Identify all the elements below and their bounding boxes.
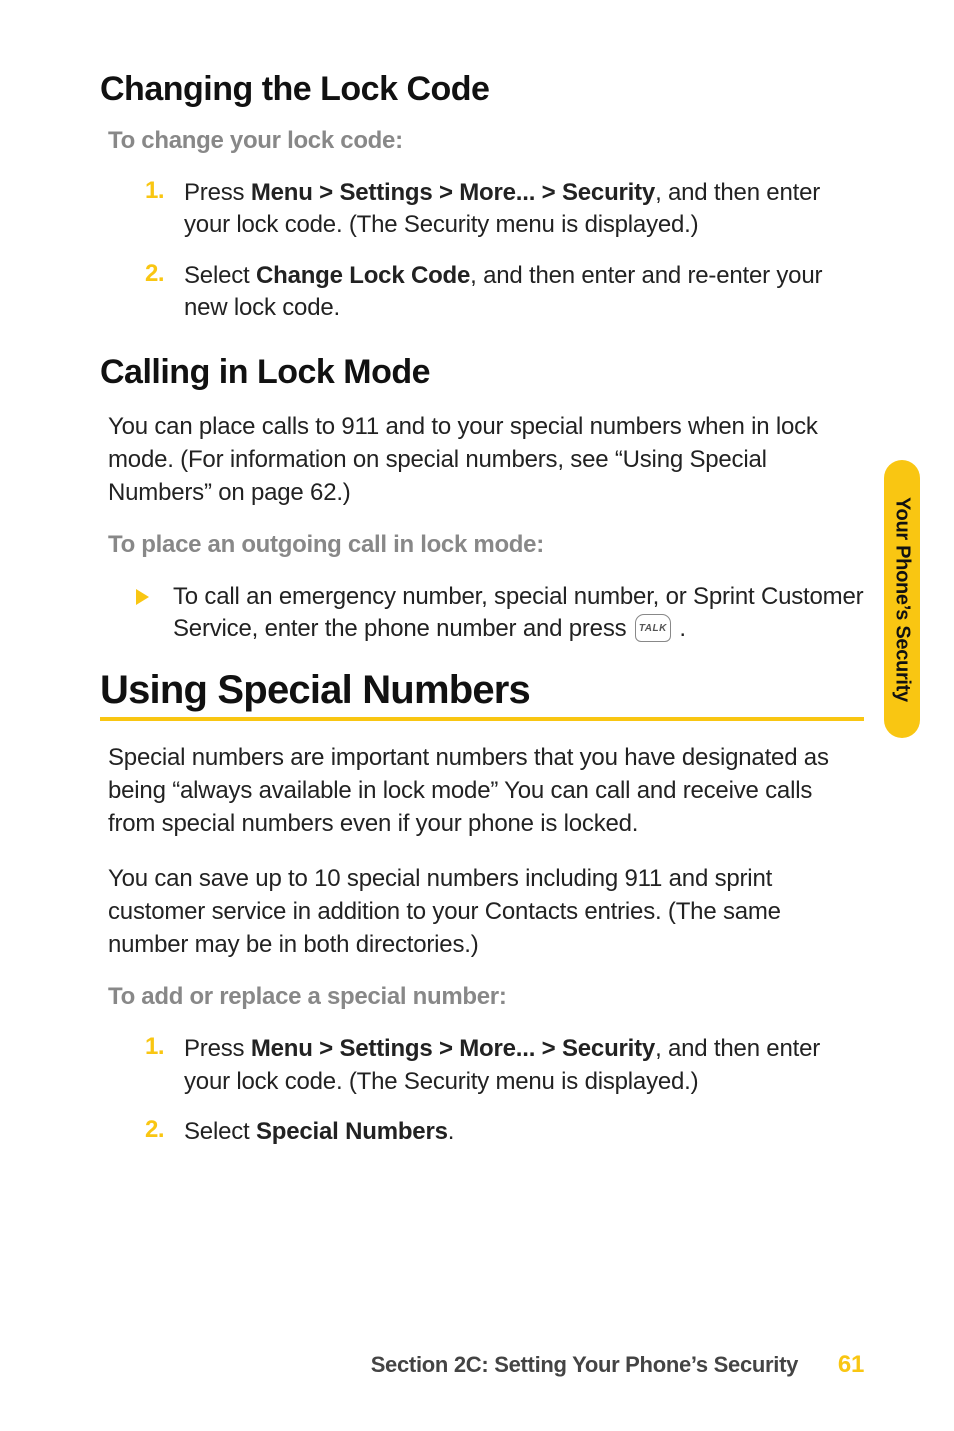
steps-change-lock-code: 1. Press Menu > Settings > More... > Sec… xyxy=(100,177,864,325)
text-run: Select xyxy=(184,262,256,289)
text-run: Select xyxy=(184,1118,256,1145)
step-number: 1. xyxy=(130,177,164,205)
paragraph-lock-mode-intro: You can place calls to 911 and to your s… xyxy=(108,410,864,509)
footer-section-label: Section 2C: Setting Your Phone’s Securit… xyxy=(371,1352,798,1377)
subhead-place-call-lock-mode: To place an outgoing call in lock mode: xyxy=(108,531,864,559)
text-run: Press xyxy=(184,179,251,206)
step-item: 2. Select Special Numbers. xyxy=(130,1116,864,1148)
text-run: . xyxy=(448,1118,454,1145)
heading-calling-lock-mode: Calling in Lock Mode xyxy=(100,353,864,392)
subhead-change-lock-code: To change your lock code: xyxy=(108,127,864,155)
paragraph-special-2: You can save up to 10 special numbers in… xyxy=(108,862,864,961)
step-number: 2. xyxy=(130,1116,164,1144)
menu-item-text: Change Lock Code xyxy=(256,262,470,289)
talk-key-icon: TALK xyxy=(635,614,671,642)
page-number: 61 xyxy=(838,1351,864,1378)
heading-changing-lock-code: Changing the Lock Code xyxy=(100,70,864,109)
steps-special-numbers: 1. Press Menu > Settings > More... > Sec… xyxy=(100,1033,864,1148)
step-text: Select Change Lock Code, and then enter … xyxy=(184,260,864,325)
manual-page: Changing the Lock Code To change your lo… xyxy=(0,0,954,1431)
heading-using-special-numbers: Using Special Numbers xyxy=(100,668,864,713)
menu-item-text: Special Numbers xyxy=(256,1118,448,1145)
step-number: 2. xyxy=(130,260,164,288)
heading-underline-rule xyxy=(100,717,864,721)
text-run: To call an emergency number, special num… xyxy=(173,583,863,642)
text-run: Press xyxy=(184,1035,251,1062)
step-text: Press Menu > Settings > More... > Securi… xyxy=(184,1033,864,1098)
step-item: 1. Press Menu > Settings > More... > Sec… xyxy=(130,1033,864,1098)
step-number: 1. xyxy=(130,1033,164,1061)
page-footer: Section 2C: Setting Your Phone’s Securit… xyxy=(371,1351,864,1379)
bullet-text: To call an emergency number, special num… xyxy=(173,581,864,646)
side-tab-label: Your Phone’s Security xyxy=(891,497,914,702)
step-item: 1. Press Menu > Settings > More... > Sec… xyxy=(130,177,864,242)
menu-path-text: Menu > Settings > More... > Security xyxy=(251,179,655,206)
step-text: Press Menu > Settings > More... > Securi… xyxy=(184,177,864,242)
text-run: . xyxy=(673,615,686,642)
menu-path-text: Menu > Settings > More... > Security xyxy=(251,1035,655,1062)
subhead-add-special-number: To add or replace a special number: xyxy=(108,983,864,1011)
triangle-bullet-icon xyxy=(136,589,149,605)
side-tab-security: Your Phone’s Security xyxy=(884,460,920,738)
bullet-item: To call an emergency number, special num… xyxy=(100,581,864,646)
paragraph-special-1: Special numbers are important numbers th… xyxy=(108,741,864,840)
step-item: 2. Select Change Lock Code, and then ent… xyxy=(130,260,864,325)
step-text: Select Special Numbers. xyxy=(184,1116,454,1148)
